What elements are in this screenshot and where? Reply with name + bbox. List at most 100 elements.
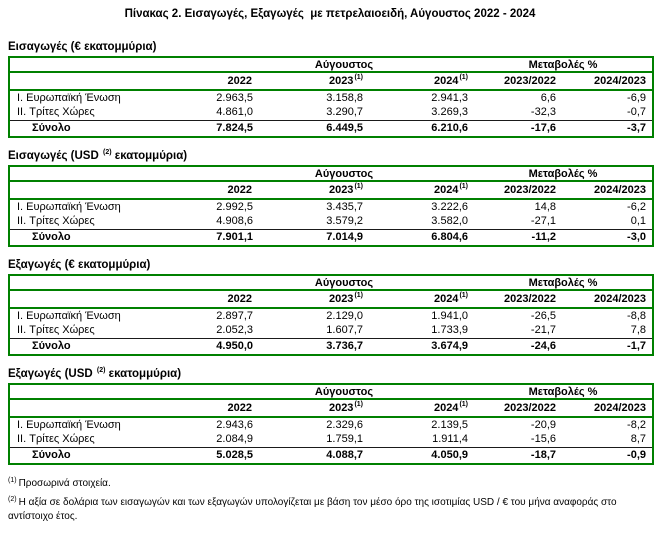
value-cell: -0,7 <box>627 106 647 119</box>
value-cell: 3.158,8 <box>326 92 363 104</box>
column-header-row: 2022 2023(1) 2024(1) 2023/2022 2024/2023 <box>9 181 654 199</box>
empty-header-cell <box>9 275 159 290</box>
year-column-header: 2022 <box>227 75 252 87</box>
change-column-header: 2023/2022 <box>504 184 556 196</box>
total-value-cell: -3,0 <box>627 231 647 244</box>
section-heading-exports-usd: Εξαγωγές (USD (2) εκατομμύρια) <box>8 367 660 380</box>
value-cell: 8,7 <box>630 433 647 446</box>
total-value-cell: -1,7 <box>627 340 647 353</box>
total-row: Σύνολο 4.950,0 3.736,7 3.674,9 -24,6 -1,… <box>9 338 654 355</box>
total-value-cell: 6.449,5 <box>326 122 363 135</box>
total-value-cell: -17,6 <box>530 122 556 135</box>
total-value-cell: -3,7 <box>627 122 647 135</box>
year-column-header: 2024(1) <box>433 74 468 87</box>
year-column-header: 2023(1) <box>328 74 363 87</box>
value-cell: 3.222,6 <box>431 201 468 213</box>
heading-text: εκατομμύρια) <box>111 150 188 162</box>
footnote-2-text: Η αξία σε δολάρια των εισαγωγών και των … <box>8 497 617 522</box>
value-cell: -20,9 <box>530 419 556 431</box>
value-cell: -6,2 <box>627 201 647 213</box>
table-row: II. Τρίτες Χώρες 2.084,9 1.759,1 1.911,4… <box>9 432 653 447</box>
year-column-header: 2022 <box>227 402 252 414</box>
provisional-superscript: (1) <box>459 401 468 409</box>
value-cell: -8,2 <box>627 419 647 431</box>
value-cell: 2.084,9 <box>216 433 253 446</box>
value-cell: 6,6 <box>540 92 556 104</box>
value-cell: 1.941,0 <box>431 310 468 322</box>
total-row: Σύνολο 7.901,1 7.014,9 6.804,6 -11,2 -3,… <box>9 229 654 246</box>
provisional-superscript: (1) <box>459 292 468 300</box>
value-cell: -21,7 <box>530 324 556 337</box>
year-column-header: 2023(1) <box>328 292 363 305</box>
change-column-header: 2024/2023 <box>594 402 647 414</box>
column-header-row: 2022 2023(1) 2024(1) 2023/2022 2024/2023 <box>9 399 654 417</box>
empty-header-cell <box>9 290 159 308</box>
changes-group-header: Μεταβολές % <box>528 276 598 289</box>
table-row: II. Τρίτες Χώρες 4.908,6 3.579,2 3.582,0… <box>9 214 653 229</box>
value-cell: 14,8 <box>534 201 556 213</box>
total-value-cell: 4.950,0 <box>216 340 253 353</box>
heading-superscript: (2) <box>96 367 106 375</box>
provisional-superscript: (1) <box>354 292 363 300</box>
column-header-row: 2022 2023(1) 2024(1) 2023/2022 2024/2023 <box>9 290 654 308</box>
value-cell: 7,8 <box>630 324 647 337</box>
total-value-cell: -18,7 <box>530 449 556 462</box>
total-value-cell: -24,6 <box>530 340 556 353</box>
table-row: I. Ευρωπαϊκή Ένωση 2.943,6 2.329,6 2.139… <box>9 417 653 432</box>
total-value-cell: 6.804,6 <box>431 231 468 244</box>
total-value-cell: 5.028,5 <box>216 449 253 462</box>
row-label: II. Τρίτες Χώρες <box>17 433 95 446</box>
value-cell: 1.759,1 <box>326 433 363 446</box>
value-cell: 4.908,6 <box>216 215 253 228</box>
heading-text: Εξαγωγές (€ εκατομμύρια) <box>8 259 151 271</box>
value-cell: 0,1 <box>630 215 647 228</box>
provisional-superscript: (1) <box>459 74 468 82</box>
august-group-header: Αύγουστος <box>314 276 374 289</box>
row-label: I. Ευρωπαϊκή Ένωση <box>17 310 121 322</box>
value-cell: 2.992,5 <box>216 201 253 213</box>
footnote-1-marker: (1) <box>8 476 17 484</box>
value-cell: -8,8 <box>627 310 647 322</box>
total-value-cell: 3.736,7 <box>326 340 363 353</box>
value-cell: 3.579,2 <box>326 215 363 228</box>
total-row: Σύνολο 7.824,5 6.449,5 6.210,6 -17,6 -3,… <box>9 120 654 137</box>
provisional-superscript: (1) <box>354 74 363 82</box>
value-cell: 3.290,7 <box>326 106 363 119</box>
empty-header-cell <box>9 72 159 90</box>
group-header-row: Αύγουστος Μεταβολές % <box>9 166 654 181</box>
value-cell: 3.582,0 <box>431 215 468 228</box>
total-value-cell: -11,2 <box>531 231 556 244</box>
total-value-cell: 7.824,5 <box>216 122 253 135</box>
year-column-header: 2023(1) <box>328 401 363 414</box>
value-cell: 2.943,6 <box>216 419 253 431</box>
value-cell: -6,9 <box>627 92 647 104</box>
total-label: Σύνολο <box>32 122 71 135</box>
empty-header-cell <box>9 57 159 72</box>
august-group-header: Αύγουστος <box>314 385 374 398</box>
total-label: Σύνολο <box>32 231 71 244</box>
value-cell: 2.052,3 <box>216 324 253 337</box>
group-header-row: Αύγουστος Μεταβολές % <box>9 57 654 72</box>
empty-header-cell <box>9 384 159 399</box>
changes-group-header: Μεταβολές % <box>528 167 598 180</box>
provisional-superscript: (1) <box>354 401 363 409</box>
row-label: II. Τρίτες Χώρες <box>17 106 95 119</box>
provisional-superscript: (1) <box>459 183 468 191</box>
august-group-header: Αύγουστος <box>314 167 374 180</box>
exports-eur-table: Αύγουστος Μεταβολές % 2022 2023(1) 2024(… <box>8 274 655 356</box>
imports-usd-table: Αύγουστος Μεταβολές % 2022 2023(1) 2024(… <box>8 165 655 247</box>
august-group-header: Αύγουστος <box>314 58 374 71</box>
value-cell: 1.911,4 <box>432 433 468 446</box>
empty-header-cell <box>9 399 159 417</box>
year-column-header: 2022 <box>227 184 252 196</box>
change-column-header: 2023/2022 <box>504 75 556 87</box>
total-label: Σύνολο <box>32 340 71 353</box>
table-row: II. Τρίτες Χώρες 4.861,0 3.290,7 3.269,3… <box>9 105 653 120</box>
row-label: II. Τρίτες Χώρες <box>17 324 95 337</box>
change-column-header: 2023/2022 <box>504 293 556 305</box>
group-header-row: Αύγουστος Μεταβολές % <box>9 275 654 290</box>
row-label: I. Ευρωπαϊκή Ένωση <box>17 92 121 104</box>
total-label: Σύνολο <box>32 449 71 462</box>
year-column-header: 2024(1) <box>433 401 468 414</box>
value-cell: 3.435,7 <box>326 201 363 213</box>
